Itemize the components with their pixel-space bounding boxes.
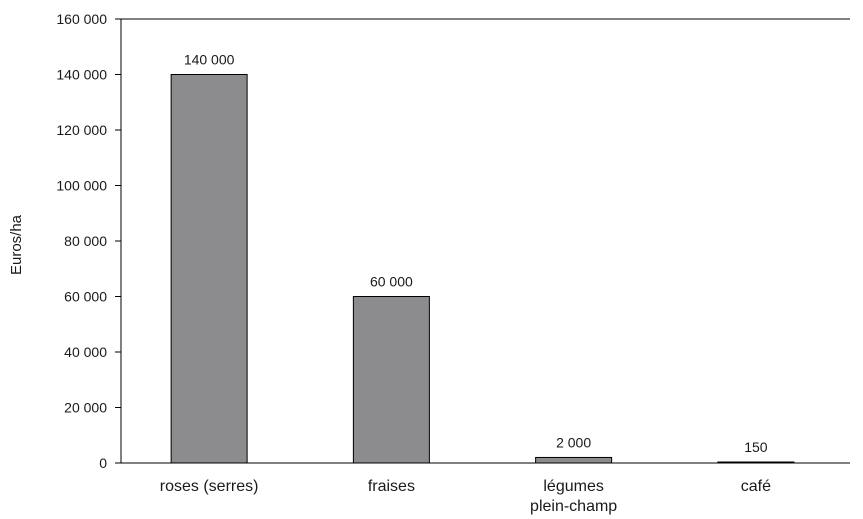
x-category-label-line: plein-champ	[530, 498, 617, 515]
x-category-label: fraises	[368, 478, 415, 495]
x-category-label-line: légumes	[543, 478, 603, 495]
bar-0	[170, 74, 248, 464]
plot-area: 0 20 000 40 000 60 000 80 000 100 000 120 000 1…	[56, 11, 850, 515]
x-category-label-line: café	[741, 478, 771, 495]
y-tick-label: 0	[99, 455, 107, 471]
x-category-label: roses (serres)	[160, 478, 259, 495]
bar-2	[535, 456, 613, 464]
data-label: 140 000	[184, 52, 235, 68]
y-axis-title: Euros/ha	[8, 214, 25, 275]
x-category-label-line: fraises	[368, 478, 415, 495]
x-category-label: café	[741, 478, 771, 495]
x-category-label-line: roses (serres)	[160, 478, 259, 495]
y-tick-label: 60 000	[64, 289, 107, 305]
data-label: 60 000	[370, 274, 413, 290]
data-label: 150	[744, 439, 768, 455]
y-tick-label: 40 000	[64, 344, 107, 360]
bar-3	[717, 461, 795, 464]
bar-1	[352, 296, 430, 464]
y-tick-label: 160 000	[56, 11, 107, 27]
y-tick-label: 140 000	[56, 67, 107, 83]
y-tick-label: 100 000	[56, 178, 107, 194]
y-tick-label: 80 000	[64, 233, 107, 249]
data-label: 2 000	[556, 434, 591, 450]
x-category-label: légumes plein-champ	[530, 478, 617, 515]
y-tick-label: 120 000	[56, 122, 107, 138]
y-tick-label: 20 000	[64, 400, 107, 416]
